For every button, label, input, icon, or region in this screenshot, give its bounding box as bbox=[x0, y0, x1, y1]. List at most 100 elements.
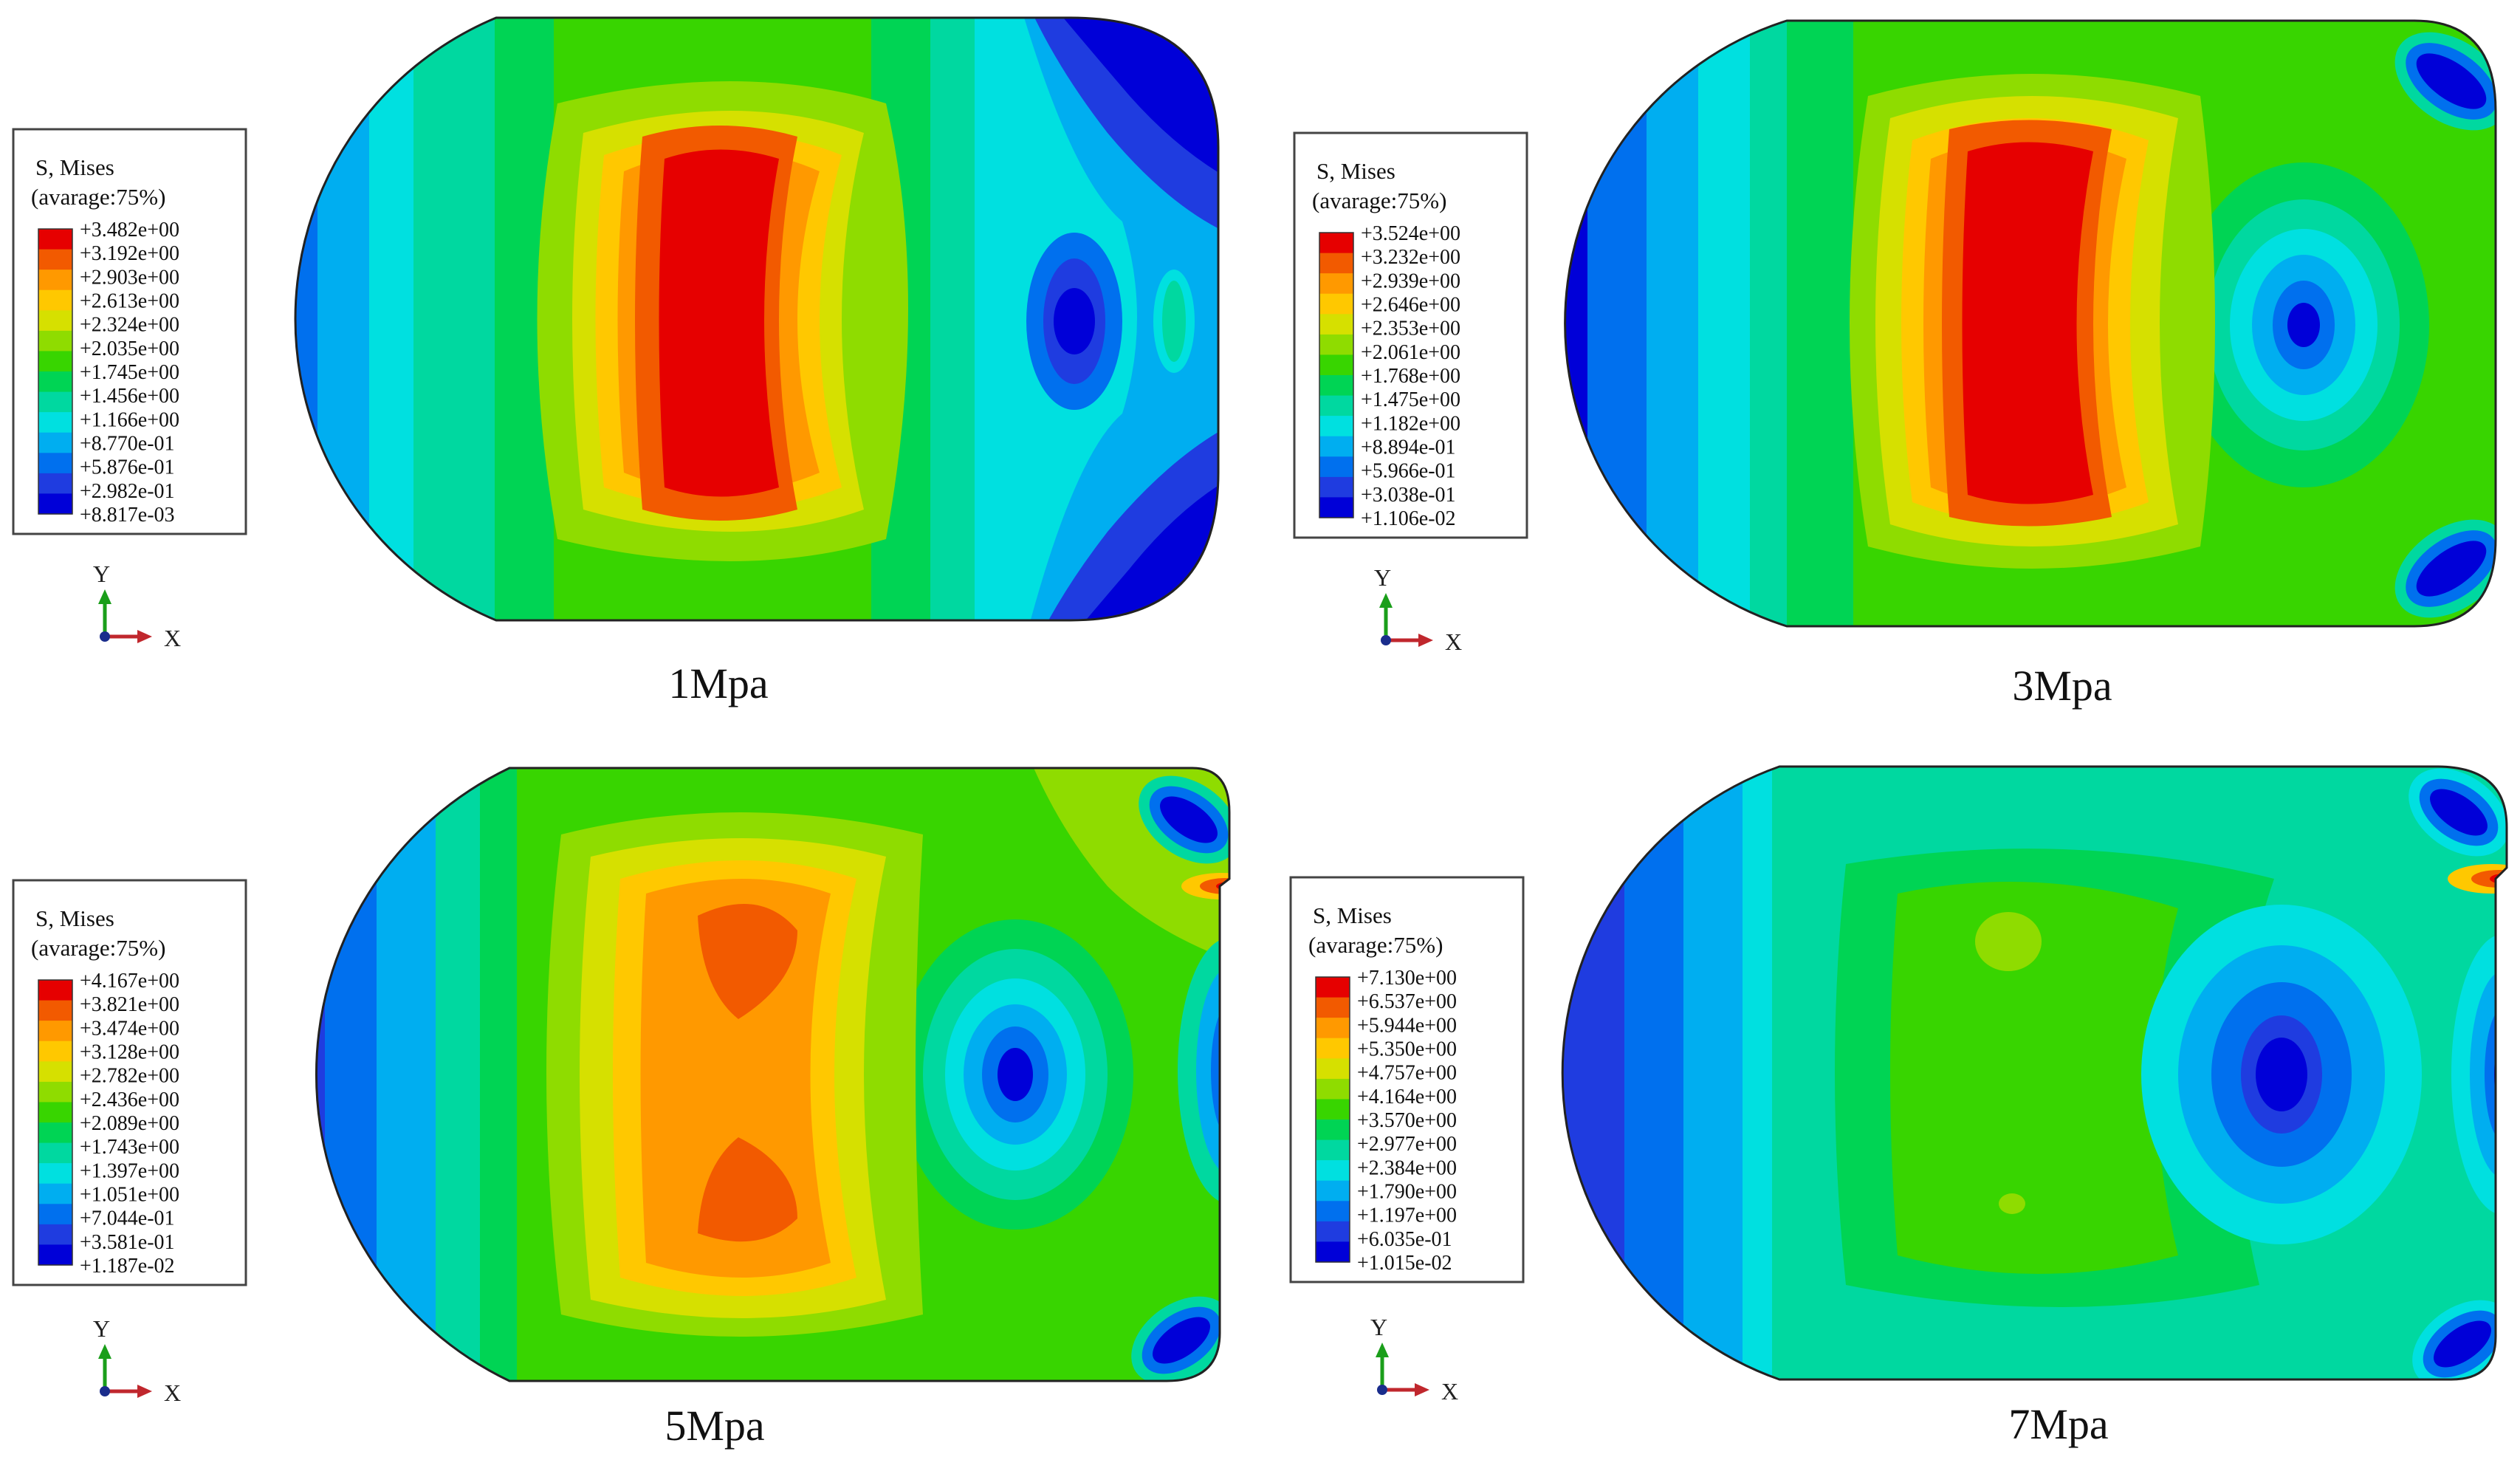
legend-tick-label: +1.768e+00 bbox=[1361, 365, 1460, 388]
legend-color-bar bbox=[38, 228, 73, 515]
legend-tick-label: +2.646e+00 bbox=[1361, 294, 1460, 317]
legend-color-bar bbox=[1315, 976, 1350, 1263]
legend-tick-label: +3.570e+00 bbox=[1357, 1109, 1457, 1132]
legend-swatch bbox=[1319, 395, 1353, 417]
legend-tick-label: +1.187e-02 bbox=[80, 1255, 175, 1278]
legend-swatch bbox=[1319, 273, 1353, 295]
legend-swatch-outline bbox=[1319, 232, 1354, 518]
x-axis-label: X bbox=[1441, 1378, 1458, 1405]
contour-plot-5mpa bbox=[315, 767, 1231, 1382]
legend-tick-label: +3.232e+00 bbox=[1361, 246, 1460, 269]
legend-tick-label: +1.743e+00 bbox=[80, 1136, 179, 1159]
legend-swatch bbox=[38, 473, 72, 495]
legend-swatch bbox=[38, 270, 72, 291]
legend-tick-label: +2.061e+00 bbox=[1361, 341, 1460, 364]
legend-tick-label: +1.166e+00 bbox=[80, 408, 179, 431]
legend-swatch-outline bbox=[38, 979, 73, 1266]
legend-subtitle: (avarage:75%) bbox=[1308, 932, 1443, 958]
legend-swatch bbox=[38, 1163, 72, 1185]
axis-triad: Y X bbox=[1374, 564, 1462, 655]
legend-swatch bbox=[38, 249, 72, 270]
legend-tick-label: +2.089e+00 bbox=[80, 1112, 179, 1135]
legend-tick-label: +1.182e+00 bbox=[1361, 412, 1460, 435]
legend-5mpa: S, Mises (avarage:75%) +4.167e+00+3.821e… bbox=[12, 879, 247, 1286]
legend-tick-label: +4.757e+00 bbox=[1357, 1062, 1457, 1085]
legend-tick-label: +5.944e+00 bbox=[1357, 1014, 1457, 1037]
legend-tick-label: +3.474e+00 bbox=[80, 1017, 179, 1040]
legend-swatch bbox=[1319, 233, 1353, 254]
y-axis-label: Y bbox=[93, 1315, 110, 1342]
legend-tick-label: +2.384e+00 bbox=[1357, 1156, 1457, 1179]
legend-swatch bbox=[1319, 334, 1353, 356]
legend-swatch bbox=[38, 1021, 72, 1042]
legend-tick-label: +2.353e+00 bbox=[1361, 318, 1460, 340]
legend-tick-labels: +3.524e+00+3.232e+00+2.939e+00+2.646e+00… bbox=[1361, 222, 1460, 530]
legend-swatch bbox=[38, 980, 72, 1001]
legend-tick-labels: +3.482e+00+3.192e+00+2.903e+00+2.613e+00… bbox=[80, 219, 179, 527]
legend-tick-label: +1.790e+00 bbox=[1357, 1181, 1457, 1204]
legend-swatch bbox=[38, 330, 72, 352]
legend-swatch bbox=[38, 412, 72, 433]
legend-swatch bbox=[1319, 476, 1353, 498]
legend-swatch bbox=[38, 493, 72, 515]
legend-swatch bbox=[38, 1224, 72, 1246]
legend-swatch bbox=[38, 229, 72, 250]
legend-tick-label: +2.324e+00 bbox=[80, 314, 179, 337]
caption-3mpa: 3Mpa bbox=[2012, 662, 2112, 710]
legend-tick-label: +3.821e+00 bbox=[80, 993, 179, 1016]
legend-swatch bbox=[1316, 1018, 1350, 1039]
caption-7mpa: 7Mpa bbox=[2008, 1400, 2108, 1448]
legend-tick-label: +5.966e-01 bbox=[1361, 460, 1456, 483]
legend-swatch bbox=[1319, 416, 1353, 437]
y-axis-label: Y bbox=[93, 561, 110, 587]
legend-swatch bbox=[38, 351, 72, 372]
x-axis-label: X bbox=[164, 625, 181, 651]
legend-subtitle: (avarage:75%) bbox=[31, 935, 165, 961]
legend-tick-label: +5.876e-01 bbox=[80, 456, 175, 479]
legend-tick-label: +2.903e+00 bbox=[80, 266, 179, 289]
legend-tick-label: +1.456e+00 bbox=[80, 385, 179, 408]
legend-swatch bbox=[1316, 1221, 1350, 1243]
legend-title: S, Mises bbox=[1316, 158, 1395, 184]
legend-subtitle: (avarage:75%) bbox=[1312, 188, 1446, 213]
legend-tick-label: +1.397e+00 bbox=[80, 1159, 179, 1182]
legend-swatch bbox=[38, 1183, 72, 1204]
legend-tick-label: +3.524e+00 bbox=[1361, 222, 1460, 245]
caption-5mpa: 5Mpa bbox=[665, 1402, 764, 1450]
legend-color-bar bbox=[38, 979, 73, 1266]
legend-tick-label: +3.192e+00 bbox=[80, 242, 179, 265]
legend-swatch-outline bbox=[38, 228, 73, 515]
legend-tick-label: +3.038e-01 bbox=[1361, 484, 1456, 507]
y-axis-label: Y bbox=[1374, 564, 1391, 591]
legend-tick-label: +2.939e+00 bbox=[1361, 270, 1460, 292]
legend-swatch bbox=[38, 289, 72, 311]
legend-swatch bbox=[1316, 1099, 1350, 1120]
legend-tick-label: +8.770e-01 bbox=[80, 433, 175, 456]
legend-swatch bbox=[1316, 1058, 1350, 1080]
contour-plot-1mpa bbox=[294, 16, 1220, 622]
legend-swatch bbox=[38, 432, 72, 453]
legend-swatch bbox=[1316, 1139, 1350, 1161]
legend-swatch bbox=[38, 371, 72, 393]
legend-tick-label: +3.482e+00 bbox=[80, 219, 179, 241]
legend-3mpa: S, Mises (avarage:75%) +3.524e+00+3.232e… bbox=[1293, 131, 1528, 539]
contour-plot-3mpa bbox=[1564, 19, 2497, 628]
legend-tick-label: +1.015e-02 bbox=[1357, 1252, 1452, 1275]
legend-tick-label: +1.106e-02 bbox=[1361, 507, 1456, 530]
legend-swatch bbox=[1316, 1078, 1350, 1100]
legend-swatch bbox=[38, 1204, 72, 1225]
legend-swatch bbox=[1319, 314, 1353, 335]
axis-triad: Y X bbox=[93, 1315, 181, 1406]
legend-tick-label: +2.035e+00 bbox=[80, 337, 179, 360]
x-axis-label: X bbox=[1445, 628, 1462, 655]
legend-swatch bbox=[1319, 253, 1353, 274]
legend-swatch bbox=[1319, 436, 1353, 457]
legend-swatch bbox=[38, 1000, 72, 1021]
legend-tick-labels: +4.167e+00+3.821e+00+3.474e+00+3.128e+00… bbox=[80, 970, 179, 1278]
legend-swatch bbox=[1316, 977, 1350, 998]
y-axis-label: Y bbox=[1370, 1314, 1387, 1340]
legend-tick-label: +1.051e+00 bbox=[80, 1184, 179, 1207]
legend-swatch bbox=[38, 310, 72, 332]
axis-triad: Y X bbox=[1370, 1314, 1458, 1405]
legend-swatch bbox=[1319, 456, 1353, 478]
